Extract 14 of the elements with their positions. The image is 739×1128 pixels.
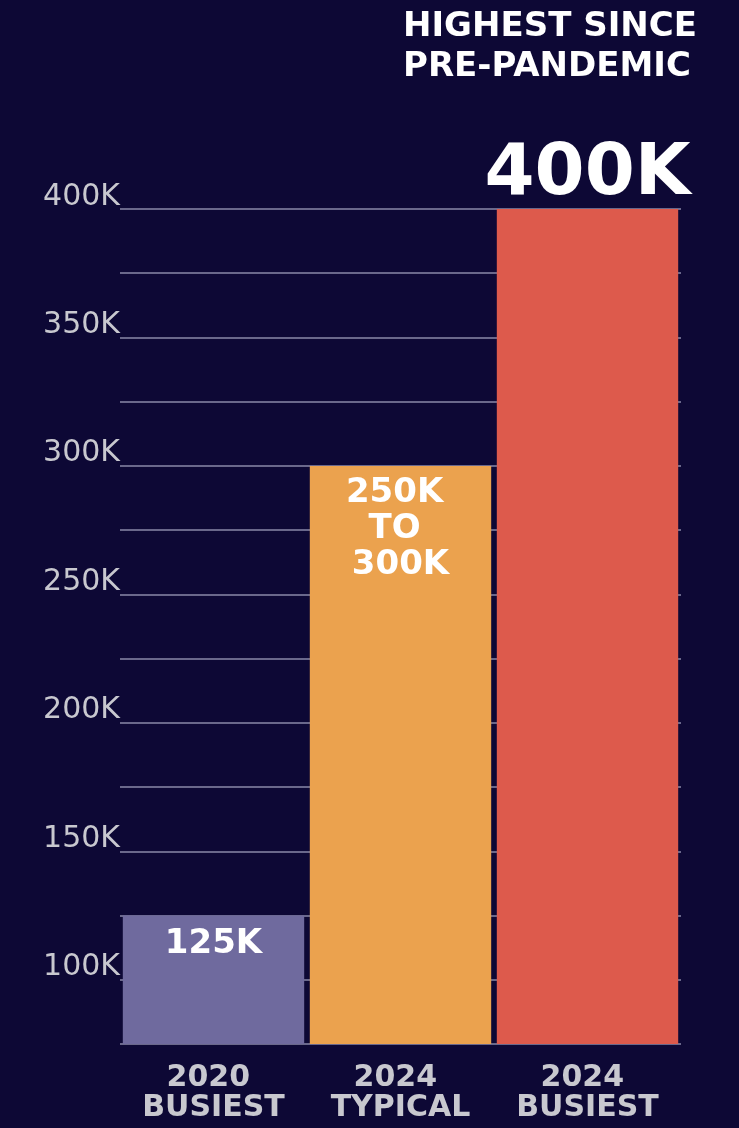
text: HIGHEST SINCE PRE-PANDEMIC: [403, 4, 709, 84]
x-tick-label: 2024 TYPICAL: [330, 1057, 471, 1123]
data-label: 125K: [164, 920, 264, 961]
data-label: 400K: [484, 127, 693, 211]
y-tick-label: 400K: [43, 176, 122, 212]
y-tick-label: 300K: [43, 433, 122, 469]
y-tick-label: 350K: [43, 304, 122, 340]
y-tick-label: 200K: [43, 690, 122, 726]
annotation: 250K TO 300K: [345, 469, 456, 582]
y-tick-label: 250K: [43, 561, 122, 597]
y-tick-label: 100K: [43, 947, 122, 983]
x-tick-label: 2020 BUSIEST: [142, 1057, 286, 1123]
x-tick-label: 2024 BUSIEST: [516, 1057, 660, 1123]
y-tick-label: 150K: [43, 818, 122, 854]
